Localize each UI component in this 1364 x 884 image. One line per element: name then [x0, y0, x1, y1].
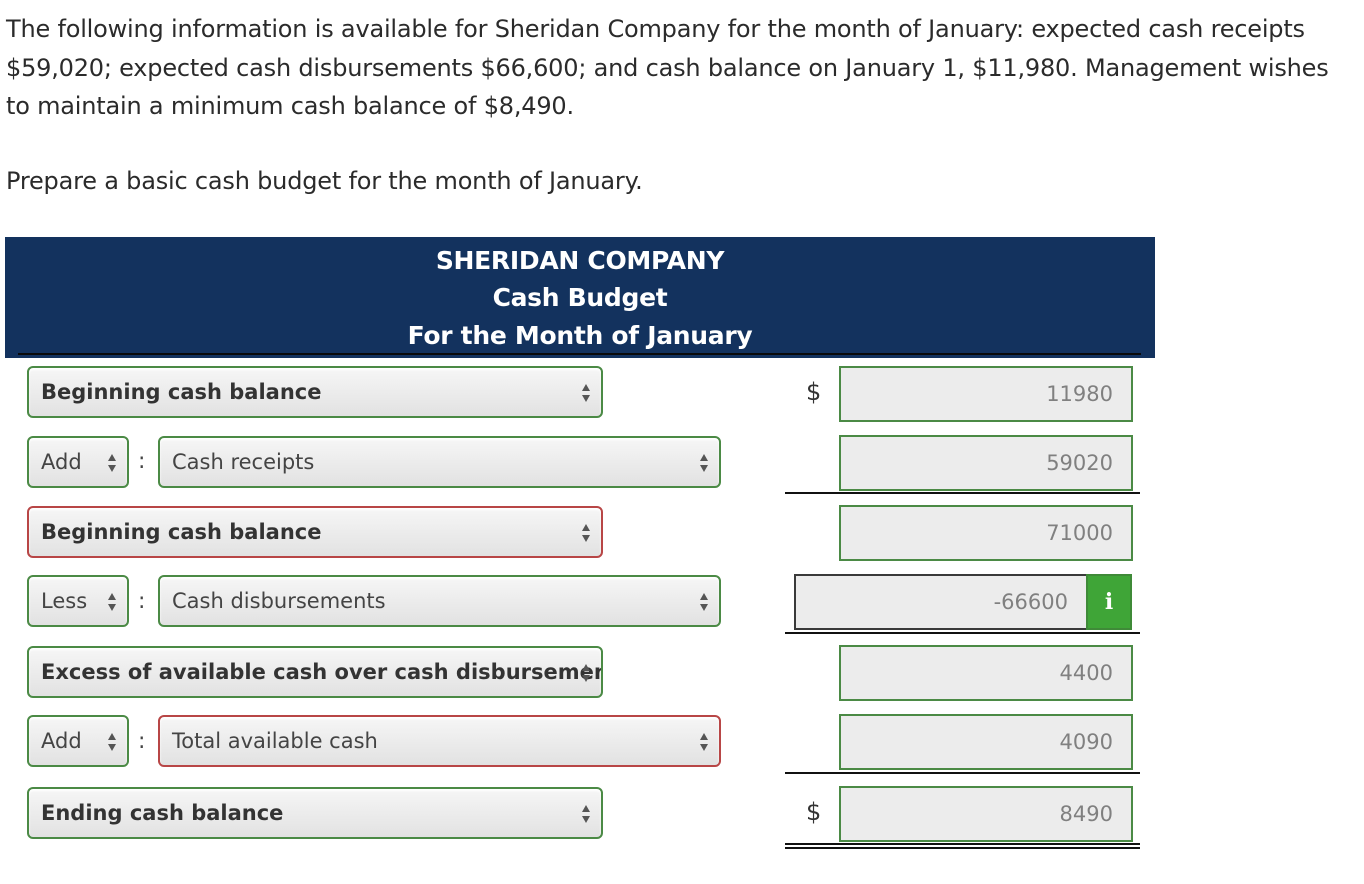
budget-title: Cash Budget	[492, 283, 668, 312]
row-1-label: Beginning cash balance	[41, 380, 322, 404]
dollar-sign: $	[806, 378, 822, 406]
instruction-text: Prepare a basic cash budget for the mont…	[6, 167, 643, 195]
row-6-operator: Add	[41, 729, 82, 753]
colon-separator: :	[138, 449, 146, 474]
up-down-arrows-icon	[582, 524, 590, 542]
row-3-label: Beginning cash balance	[41, 520, 322, 544]
row-4-label-select[interactable]: Cash disbursements	[158, 575, 721, 627]
row-7-label-select[interactable]: Ending cash balance	[27, 787, 603, 839]
subtotal-rule	[785, 632, 1140, 634]
row-4-label: Cash disbursements	[172, 589, 386, 613]
total-double-rule-top	[785, 843, 1140, 845]
budget-header: SHERIDAN COMPANY Cash Budget For the Mon…	[5, 237, 1155, 358]
row-3-amount-input[interactable]: 71000	[839, 505, 1133, 561]
dollar-sign: $	[806, 798, 822, 826]
row-2-operator-select[interactable]: Add	[27, 436, 129, 488]
row-6-label-select[interactable]: Total available cash	[158, 715, 721, 767]
info-button[interactable]: i	[1086, 574, 1132, 630]
row-1-amount-input[interactable]: 11980	[839, 366, 1133, 422]
up-down-arrows-icon	[582, 805, 590, 823]
problem-statement: The following information is available f…	[6, 15, 1329, 120]
company-name: SHERIDAN COMPANY	[435, 246, 725, 275]
subtotal-rule	[785, 492, 1140, 494]
row-2-operator: Add	[41, 450, 82, 474]
budget-period: For the Month of January	[407, 321, 753, 350]
row-5-amount-input[interactable]: 4400	[839, 645, 1133, 701]
row-2-label-select[interactable]: Cash receipts	[158, 436, 721, 488]
header-underline	[18, 353, 1141, 355]
total-double-rule-bottom	[785, 847, 1140, 849]
row-1-label-select[interactable]: Beginning cash balance	[27, 366, 603, 418]
up-down-arrows-icon	[700, 733, 708, 751]
up-down-arrows-icon	[582, 664, 590, 682]
row-3-label-select[interactable]: Beginning cash balance	[27, 506, 603, 558]
row-4-operator-select[interactable]: Less	[27, 575, 129, 627]
row-7-amount-input[interactable]: 8490	[839, 786, 1133, 842]
row-7-label: Ending cash balance	[41, 801, 284, 825]
up-down-arrows-icon	[108, 733, 116, 751]
row-4-operator: Less	[41, 589, 88, 613]
up-down-arrows-icon	[582, 384, 590, 402]
row-4-amount-input[interactable]: -66600	[794, 574, 1088, 630]
info-icon: i	[1104, 589, 1114, 615]
up-down-arrows-icon	[108, 593, 116, 611]
up-down-arrows-icon	[108, 454, 116, 472]
row-2-amount-input[interactable]: 59020	[839, 435, 1133, 491]
row-5-label: Excess of available cash over cash disbu…	[41, 660, 603, 684]
colon-separator: :	[138, 589, 146, 614]
up-down-arrows-icon	[700, 454, 708, 472]
row-6-amount-input[interactable]: 4090	[839, 714, 1133, 770]
row-6-label: Total available cash	[172, 729, 378, 753]
up-down-arrows-icon	[700, 593, 708, 611]
colon-separator: :	[138, 729, 146, 754]
row-2-label: Cash receipts	[172, 450, 315, 474]
row-5-label-select[interactable]: Excess of available cash over cash disbu…	[27, 646, 603, 698]
subtotal-rule	[785, 772, 1140, 774]
row-6-operator-select[interactable]: Add	[27, 715, 129, 767]
